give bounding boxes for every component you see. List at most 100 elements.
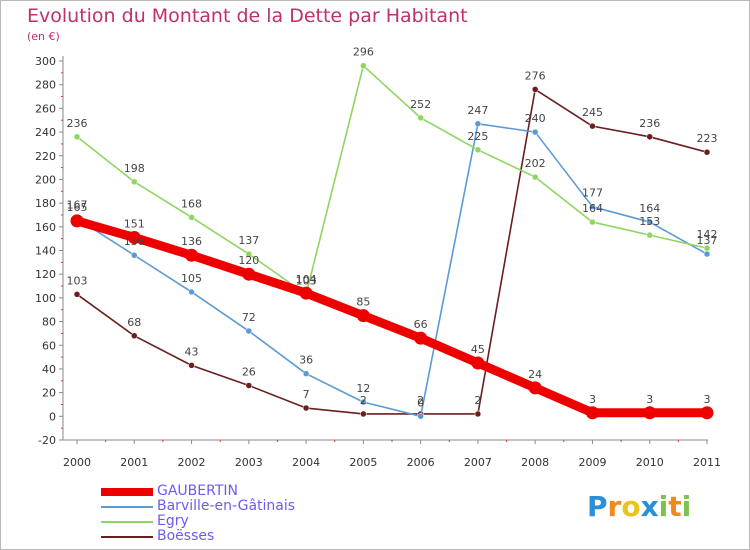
- data-point-gaubertin: [471, 356, 485, 370]
- data-point-egry: [531, 173, 539, 181]
- x-tick-label: 2009: [578, 456, 606, 469]
- legend-item-boesses: Boësses: [101, 529, 295, 544]
- data-label-barville: 137: [697, 234, 718, 247]
- data-point-egry: [417, 114, 424, 122]
- data-point-boesses: [188, 362, 195, 369]
- y-tick-label: 80: [42, 316, 56, 329]
- data-label-gaubertin: 136: [181, 235, 202, 248]
- data-point-boesses: [474, 410, 482, 418]
- y-tick-label: 300: [35, 55, 56, 68]
- data-point-egry: [245, 250, 253, 258]
- data-label-gaubertin: 3: [646, 393, 653, 406]
- y-tick-label: 200: [35, 173, 56, 186]
- data-label-gaubertin: 104: [296, 273, 317, 286]
- data-label-barville: 240: [525, 112, 546, 125]
- data-label-boesses: 236: [639, 117, 660, 130]
- data-label-egry: 252: [410, 98, 431, 111]
- logo-letter: t: [668, 490, 682, 523]
- data-point-gaubertin: [700, 406, 714, 420]
- data-point-gaubertin: [643, 406, 657, 420]
- data-point-barville: [703, 250, 711, 258]
- data-label-gaubertin: 3: [704, 393, 711, 406]
- legend-swatch: [101, 535, 153, 538]
- data-point-boesses: [589, 122, 596, 130]
- data-label-boesses: 26: [242, 366, 256, 379]
- y-tick-label: 60: [42, 339, 56, 352]
- y-tick-label: 100: [35, 292, 56, 305]
- data-point-gaubertin: [185, 248, 199, 262]
- y-tick-label: 220: [35, 150, 56, 163]
- data-label-gaubertin: 151: [124, 217, 145, 230]
- x-tick-label: 2008: [521, 456, 549, 469]
- data-point-boesses: [646, 133, 653, 141]
- y-tick-label: 260: [35, 102, 56, 115]
- legend-swatch: [101, 505, 153, 508]
- data-point-egry: [73, 133, 81, 141]
- data-label-barville: 177: [582, 187, 603, 200]
- data-label-barville: 36: [299, 354, 313, 367]
- x-tick-label: 2003: [235, 456, 263, 469]
- data-point-boesses: [73, 291, 81, 298]
- legend-label: Egry: [157, 513, 189, 529]
- data-label-egry: 296: [353, 46, 374, 59]
- y-tick-label: 20: [42, 387, 56, 400]
- series-line-egry: [76, 64, 708, 296]
- proxiti-logo: Proxiti: [587, 490, 691, 523]
- data-label-egry: 236: [67, 117, 88, 130]
- y-tick-label: 180: [35, 197, 56, 210]
- data-label-barville: 0: [417, 396, 424, 409]
- data-point-gaubertin: [299, 286, 313, 300]
- data-label-barville: 247: [467, 104, 488, 117]
- data-label-gaubertin: 66: [414, 318, 428, 331]
- data-label-boesses: 2: [360, 394, 367, 407]
- data-label-barville: 167: [67, 199, 88, 212]
- data-label-gaubertin: 3: [589, 393, 596, 406]
- series-line-boesses: [76, 88, 708, 415]
- data-label-egry: 142: [697, 228, 718, 241]
- data-point-barville: [188, 288, 195, 296]
- data-point-egry: [131, 178, 138, 186]
- data-label-egry: 103: [296, 274, 317, 287]
- series-layer: [70, 62, 714, 420]
- data-point-egry: [474, 146, 482, 154]
- logo-letter: o: [621, 490, 641, 523]
- logo-letter: i: [658, 490, 669, 523]
- y-tick-label: 140: [35, 245, 56, 258]
- logo-letter: r: [607, 490, 622, 523]
- data-point-barville: [589, 203, 596, 210]
- data-point-boesses: [131, 332, 138, 340]
- data-point-boesses: [245, 382, 253, 389]
- data-point-barville: [302, 370, 310, 377]
- x-tick-label: 2004: [292, 456, 320, 469]
- data-point-gaubertin: [585, 406, 599, 420]
- data-point-gaubertin: [414, 331, 428, 345]
- data-label-barville: 164: [639, 202, 660, 215]
- x-tick-label: 2010: [636, 456, 664, 469]
- data-label-egry: 153: [639, 215, 660, 228]
- x-tick-label: 2000: [63, 456, 91, 469]
- chart-title: Evolution du Montant de la Dette par Hab…: [27, 5, 468, 27]
- data-label-boesses: 68: [127, 316, 141, 329]
- chart-subtitle: (en €): [27, 30, 60, 43]
- logo-letter: x: [640, 490, 659, 523]
- y-tick-label: 120: [35, 268, 56, 281]
- legend-swatch: [101, 487, 153, 496]
- x-tick-label: 2002: [178, 456, 206, 469]
- logo-letter: i: [681, 490, 692, 523]
- data-point-barville: [474, 120, 482, 128]
- data-label-gaubertin: 45: [471, 343, 485, 356]
- data-label-barville: 136: [124, 235, 145, 248]
- data-point-boesses: [703, 148, 711, 156]
- series-line-barville: [76, 122, 708, 418]
- data-label-egry: 225: [467, 130, 488, 143]
- data-label-egry: 198: [124, 162, 145, 175]
- data-point-egry: [589, 218, 596, 226]
- x-tick-label: 2001: [120, 456, 148, 469]
- data-point-egry: [646, 231, 653, 239]
- data-point-egry: [703, 244, 711, 252]
- data-point-egry: [360, 62, 367, 69]
- data-label-egry: 137: [238, 234, 259, 247]
- legend-label: Boësses: [157, 528, 215, 544]
